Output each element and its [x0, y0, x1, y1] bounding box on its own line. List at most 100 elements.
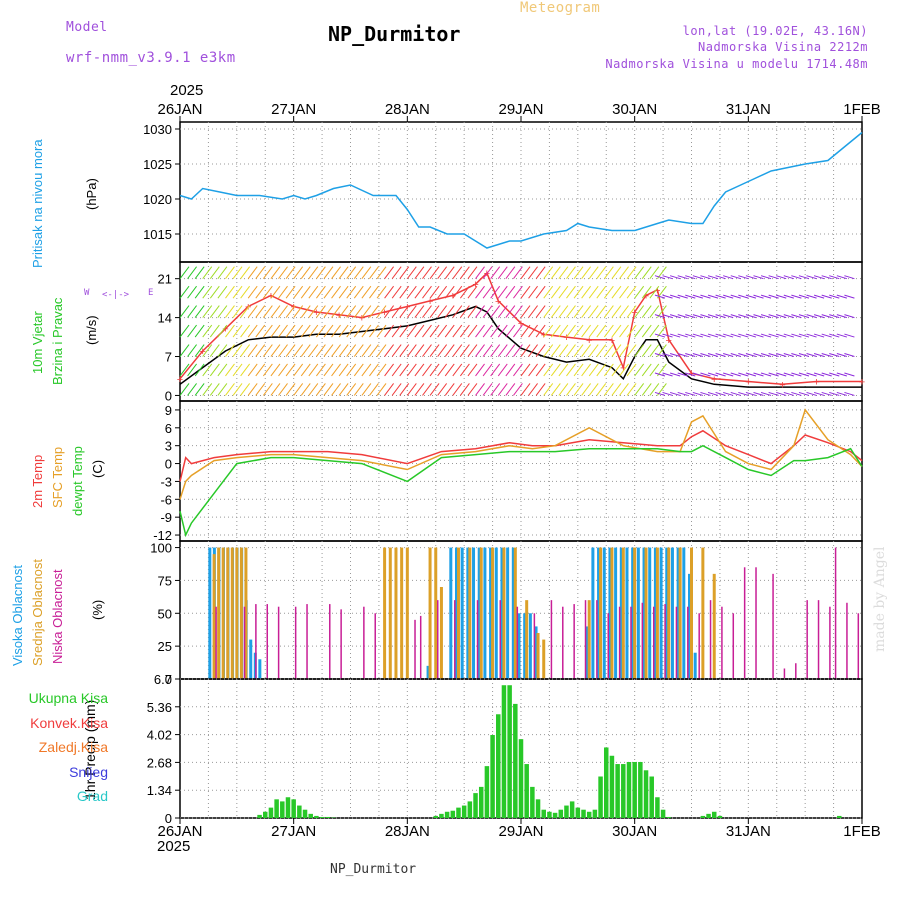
wind-barb	[497, 266, 508, 279]
wind-barb	[768, 275, 779, 280]
cloud-bar	[652, 606, 655, 679]
precip-bar	[643, 770, 649, 818]
wind-barb	[194, 324, 205, 338]
cloud-bar	[454, 547, 458, 679]
wind-barb	[558, 363, 569, 377]
wind-barb	[202, 266, 213, 279]
wind-barb	[475, 383, 485, 396]
wind-barb	[399, 266, 410, 279]
wind-barb	[791, 275, 802, 280]
wind-barb	[513, 305, 523, 318]
cloud-bar	[449, 547, 453, 679]
cloud-bar	[439, 587, 443, 679]
wind-barb	[323, 383, 334, 396]
wind-barb	[406, 344, 417, 357]
wind-barb	[654, 294, 666, 299]
cloud-bar	[533, 613, 536, 679]
precip-bar	[706, 813, 711, 818]
gust-marker: +	[450, 290, 456, 302]
precip-bar	[660, 809, 666, 818]
cloud-bar	[659, 547, 663, 679]
wind-barb	[669, 333, 681, 338]
wind-barb	[278, 363, 288, 377]
wind-barb	[331, 344, 341, 357]
temperature-ytick-label: -3	[160, 474, 172, 489]
wind-barb	[225, 363, 235, 377]
wind-barb	[634, 305, 645, 318]
wind-barb	[346, 383, 357, 396]
wind-barb	[452, 305, 463, 318]
wind-ytick-label: 21	[158, 272, 172, 287]
cloud-bar	[587, 600, 591, 679]
model-label: Model	[66, 20, 108, 35]
cloud-bar	[644, 547, 648, 679]
wind-barb	[626, 285, 637, 299]
wind-barb	[300, 383, 311, 396]
precip-bar	[467, 801, 473, 818]
wind-barb	[700, 294, 711, 299]
cloud-bar	[258, 659, 262, 679]
wind-barb	[232, 324, 243, 338]
wind-barb	[315, 305, 326, 318]
wind-barb	[768, 294, 779, 299]
wind-barb	[692, 372, 704, 377]
gust-marker: +	[268, 290, 274, 302]
wind-barb	[829, 333, 840, 338]
wind-barb	[482, 324, 493, 338]
wind-barb	[641, 344, 652, 357]
wind-barb	[262, 266, 273, 279]
cloud-bar	[641, 602, 644, 679]
wind-barb	[707, 333, 719, 338]
wind-barb	[232, 305, 243, 318]
cloud-bar	[477, 547, 481, 679]
wind-barb	[331, 266, 341, 279]
wind-barb	[707, 372, 719, 377]
wind-barb	[634, 285, 645, 299]
wind-barb	[611, 344, 622, 357]
wind-barb	[187, 344, 197, 357]
wind-barb	[626, 324, 637, 338]
wind-barb	[300, 363, 311, 377]
wind-barb	[566, 285, 576, 299]
wind-barb	[331, 324, 341, 338]
wind-barb	[558, 344, 569, 357]
wind-barb	[528, 305, 538, 318]
gust-marker: +	[859, 377, 865, 389]
wind-barb	[543, 383, 554, 396]
wind-barb	[338, 344, 349, 357]
wind-barb	[262, 305, 273, 318]
wind-barb	[715, 333, 726, 338]
x-tick-label-top: 1FEB	[843, 101, 881, 118]
cloud-bar	[476, 600, 479, 679]
wind-barb	[255, 266, 266, 279]
precip-bar	[268, 807, 274, 818]
wind-barb	[677, 391, 688, 396]
wind-barb	[588, 363, 599, 377]
wind-barb	[654, 333, 666, 338]
wind-barb	[730, 294, 741, 299]
model-name: wrf-nmm_v3.9.1 e3km	[66, 50, 236, 66]
wind-barb	[505, 285, 516, 299]
wind-barb	[619, 324, 629, 338]
wind-barb	[323, 363, 334, 377]
wind-barb	[813, 353, 825, 357]
wind-barb	[209, 324, 220, 338]
wind-barb	[776, 294, 787, 299]
precip-bar	[319, 816, 325, 818]
wind-barb	[649, 305, 660, 318]
wind-barb	[240, 305, 251, 318]
wind-barb	[323, 305, 334, 318]
wind-barb	[603, 324, 614, 338]
wind-barb	[459, 344, 470, 357]
wind-barb	[444, 305, 455, 318]
wind-barb	[543, 324, 554, 338]
wind-barb	[209, 285, 220, 299]
wind-barb	[829, 314, 840, 319]
wind-barb	[232, 344, 243, 357]
wind-barb	[369, 305, 379, 318]
wind-barb	[187, 324, 197, 338]
precip-ytick-label: 1.34	[147, 783, 172, 798]
wind-barb	[444, 266, 455, 279]
precip-bar	[598, 776, 603, 818]
wind-barb	[308, 266, 319, 279]
